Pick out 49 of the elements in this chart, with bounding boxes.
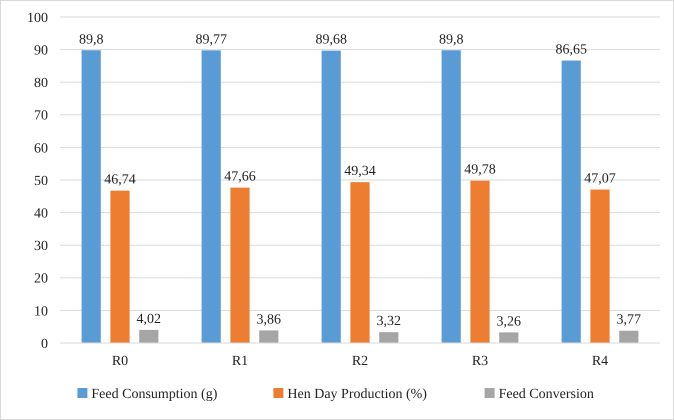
data-label: 3,26 [496,314,522,330]
x-tick-label: R3 [472,354,488,369]
bar [230,188,250,343]
data-label: 47,66 [224,170,256,185]
y-tick-label: 40 [34,206,48,222]
x-tick-label: R2 [352,354,368,369]
y-tick-label: 70 [34,108,48,124]
data-label: 3,86 [256,312,282,328]
bar [499,332,518,343]
data-label: 86,65 [555,42,587,58]
legend-label: Hen Day Production (%) [287,387,428,402]
data-label: 89,8 [78,32,104,48]
bar [379,332,398,343]
data-label: 47,07 [584,172,616,187]
bar [619,330,638,343]
y-tick-label: 30 [34,239,48,254]
y-tick-label: 60 [34,141,48,156]
bar [202,50,221,343]
x-tick-label: R1 [232,354,248,369]
data-label: 4,02 [136,312,162,327]
bar [442,50,461,343]
data-label: 89,68 [315,32,347,48]
data-label: 3,77 [616,312,642,328]
x-tick-label: R0 [112,354,128,369]
legend-label: Feed Consumption (g) [91,387,218,402]
y-tick-label: 10 [34,304,48,320]
x-tick-label: R4 [592,354,608,369]
bar [350,182,370,343]
y-tick-label: 50 [34,174,48,189]
data-label: 49,78 [464,162,496,178]
y-tick-label: 100 [27,10,48,26]
bar [590,190,610,343]
y-tick-label: 90 [34,44,48,58]
data-label: 46,74 [104,172,136,188]
bar [259,330,278,343]
bar [110,190,130,343]
y-tick-label: 80 [34,76,48,92]
bar [470,180,490,343]
y-tick-label: 0 [41,336,48,352]
bar [322,50,341,343]
data-label: 3,32 [376,314,402,330]
bar [82,50,101,343]
bar [562,60,581,343]
legend-label: Feed Conversion [498,387,594,402]
data-label: 89,8 [438,32,464,48]
data-label: 49,34 [344,164,376,180]
data-label: 89,77 [195,32,227,48]
bar [139,330,158,343]
y-tick-label: 20 [34,272,48,287]
